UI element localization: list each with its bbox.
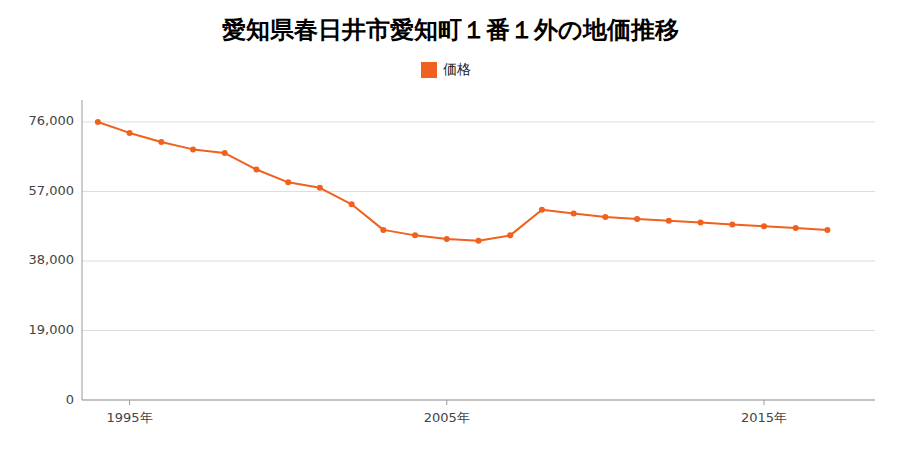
y-axis-line [82, 100, 83, 400]
point [127, 130, 133, 136]
point [761, 223, 767, 229]
grid-line [82, 400, 875, 401]
point [634, 216, 640, 222]
point [222, 150, 228, 156]
y-tick-label: 0 [66, 392, 74, 407]
point [824, 227, 830, 233]
point [571, 210, 577, 216]
x-tick [763, 400, 764, 405]
plot-area [95, 119, 831, 244]
x-axis-line [82, 400, 875, 401]
x-tick-label: 1995年 [107, 410, 153, 425]
point [507, 232, 513, 238]
y-tick-label: 19,000 [29, 322, 75, 337]
point [158, 139, 164, 145]
point [444, 236, 450, 242]
legend: 価格 [421, 61, 471, 78]
chart: 愛知県春日井市愛知町１番１外の地価推移 0 19,000 38,000 57,000 76… [0, 0, 900, 450]
x-tick [129, 400, 130, 405]
point [476, 238, 482, 244]
title: 愛知県春日井市愛知町１番１外の地価推移 [222, 16, 679, 44]
grid-line [82, 260, 875, 261]
grid-line [82, 330, 875, 331]
point [793, 225, 799, 231]
point [317, 185, 323, 191]
point [95, 119, 101, 125]
legend-swatch [421, 62, 437, 78]
point [666, 218, 672, 224]
x-tick-label: 2015年 [741, 410, 787, 425]
point [253, 167, 259, 173]
point [380, 227, 386, 233]
legend-label: 価格 [443, 61, 471, 77]
point [190, 146, 196, 152]
x-tick-label: 2005年 [424, 410, 470, 425]
point [602, 214, 608, 220]
x-tick [446, 400, 447, 405]
point [698, 220, 704, 226]
y-tick-label: 76,000 [29, 113, 75, 128]
point [539, 207, 545, 213]
grid-line [82, 191, 875, 192]
y-tick-label: 57,000 [29, 183, 75, 198]
grid-line [82, 121, 875, 122]
y-tick-label: 38,000 [29, 252, 75, 267]
point [349, 201, 355, 207]
grid [82, 122, 875, 400]
point [412, 232, 418, 238]
line [98, 122, 828, 241]
point [729, 221, 735, 227]
axes: 0 19,000 38,000 57,000 76,000 1995年 2005年 2015年 [29, 100, 876, 425]
point [285, 179, 291, 185]
